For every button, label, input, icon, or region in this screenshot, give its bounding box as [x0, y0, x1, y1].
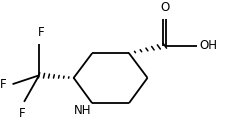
Text: NH: NH	[74, 104, 91, 117]
Text: F: F	[18, 107, 25, 120]
Text: F: F	[38, 26, 45, 39]
Text: OH: OH	[199, 39, 217, 52]
Text: F: F	[0, 78, 7, 91]
Text: O: O	[160, 1, 169, 14]
